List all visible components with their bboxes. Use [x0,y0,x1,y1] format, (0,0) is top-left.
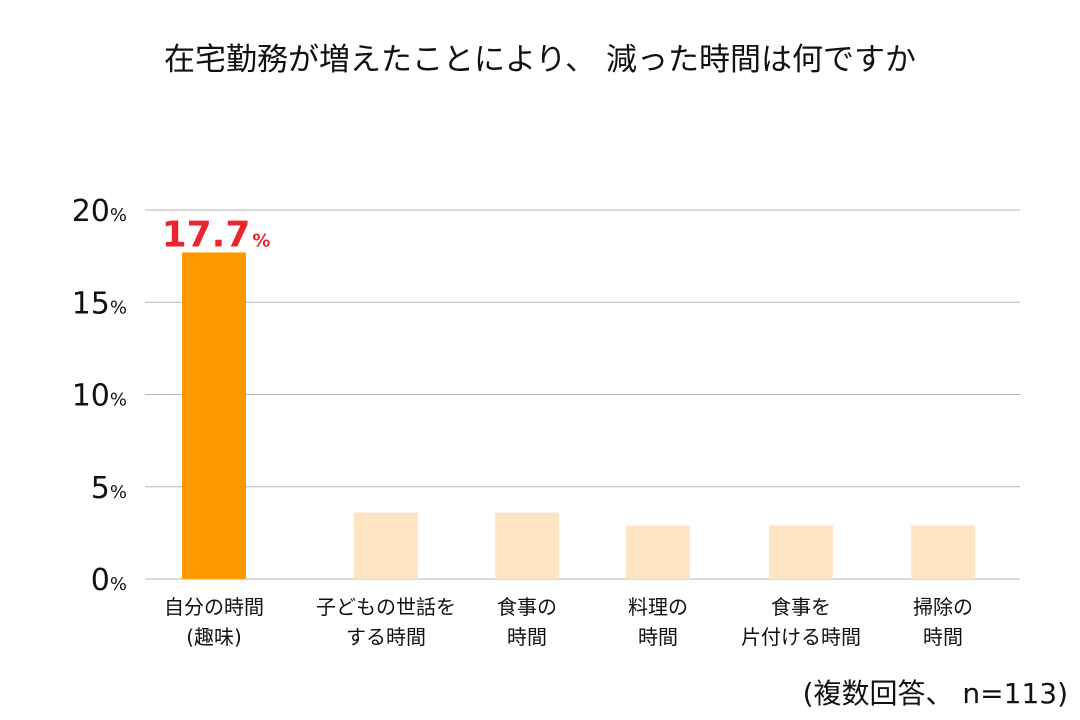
y-tick-label: 20% [72,194,127,229]
x-category-label: 時間 [507,625,547,649]
chart-title: 在宅勤務が増えたことにより、 減った時間は何ですか [164,42,916,78]
data-label-0: 17.7% [162,214,271,255]
x-category-label: 食事を [771,595,831,619]
bar-1 [354,512,418,579]
bar-4 [769,525,833,579]
y-axis-ticks: 0% 5% 10% 15% 20% [72,194,127,598]
y-tick-label: 5% [91,471,127,506]
bar-0 [182,252,246,579]
x-category-label: (趣味) [186,625,242,649]
x-category-label: 時間 [923,625,963,649]
x-category-label: 子どもの世話を [316,595,456,619]
bar-5 [911,525,975,579]
x-category-label: する時間 [346,625,426,649]
bars [182,252,975,579]
y-tick-label: 15% [72,286,127,321]
x-category-label: 食事の [497,595,557,619]
x-category-label: 時間 [638,625,678,649]
bar-2 [495,512,559,579]
y-tick-label: 0% [91,563,127,598]
sample-size-footnote: (複数回答、 n=113) [803,677,1068,710]
x-category-label: 料理の [628,595,688,619]
x-category-label: 片付ける時間 [741,625,861,649]
data-labels: 17.7% [162,214,271,255]
x-category-label: 掃除の [913,595,973,619]
gridlines [145,209,1020,580]
bar-3 [626,525,690,579]
y-tick-label: 10% [72,379,127,414]
x-category-label: 自分の時間 [164,595,264,619]
